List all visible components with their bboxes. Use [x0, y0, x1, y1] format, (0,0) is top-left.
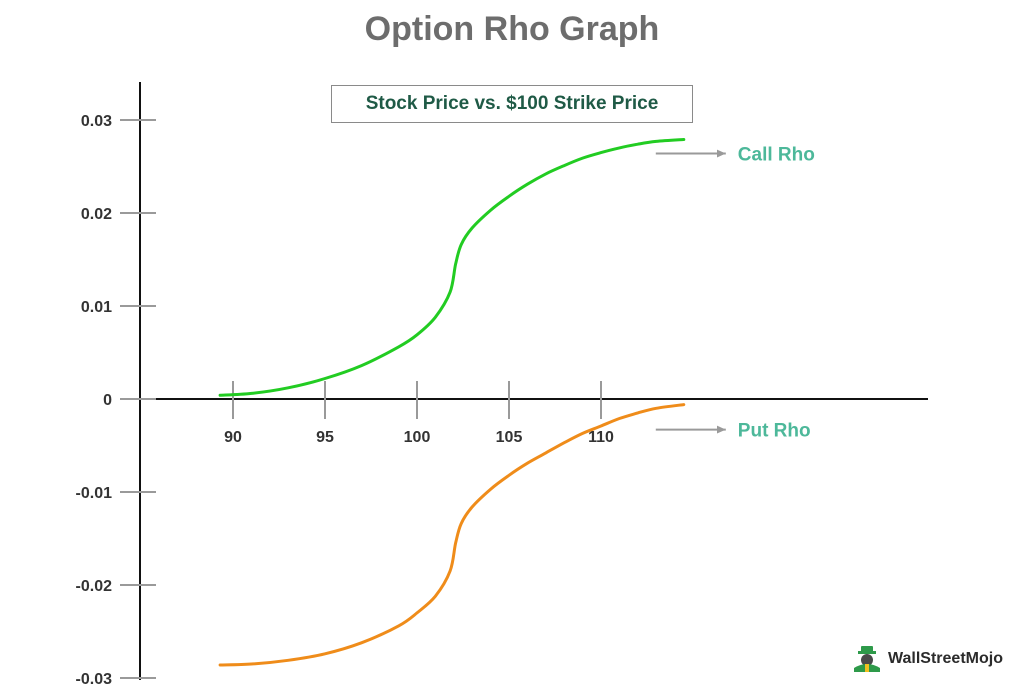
y-tick-label: 0.01 — [81, 299, 112, 316]
call-rho-line — [218, 138, 686, 397]
y-tick-label: 0 — [103, 392, 112, 409]
x-tick-label: 105 — [496, 429, 523, 446]
brand-name: WallStreetMojo — [888, 650, 1003, 667]
y-tick-label: -0.02 — [76, 578, 113, 595]
put-rho-label: Put Rho — [738, 421, 811, 442]
y-tick-label: 0.02 — [81, 206, 112, 223]
y-tick-label: -0.03 — [76, 671, 113, 688]
x-tick-label: 95 — [316, 429, 334, 446]
chart-title: Option Rho Graph — [364, 10, 660, 48]
y-tick-label: -0.01 — [76, 485, 113, 502]
x-tick-label: 90 — [224, 429, 242, 446]
x-tick-label: 100 — [404, 429, 431, 446]
brand-logo: WallStreetMojo — [852, 646, 1003, 672]
put-rho-line — [218, 403, 686, 667]
y-tick-label: 0.03 — [81, 113, 112, 130]
chart-subtitle: Stock Price vs. $100 Strike Price — [331, 85, 693, 123]
brand-icon — [854, 646, 880, 672]
call-rho-label: Call Rho — [738, 145, 815, 166]
x-tick-label: 110 — [588, 429, 614, 446]
